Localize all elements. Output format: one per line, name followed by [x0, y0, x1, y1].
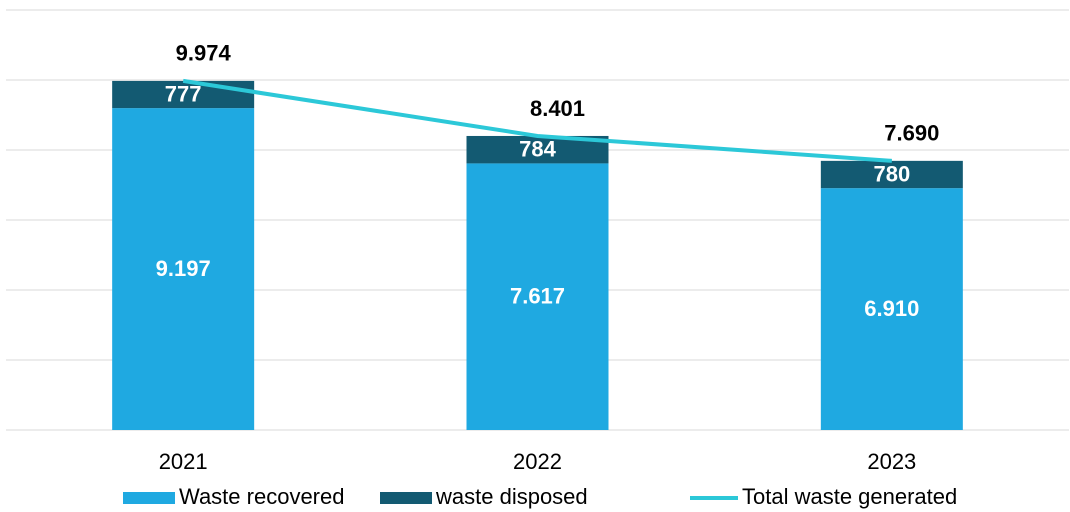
x-tick-label: 2022 [513, 449, 562, 474]
legend-swatch [380, 492, 432, 504]
bar-segment [466, 163, 609, 430]
total-label: 7.690 [884, 121, 939, 146]
bar-segment [112, 108, 255, 430]
legend-label: Total waste generated [742, 484, 957, 509]
bar-segment [112, 80, 255, 109]
legend-label: Waste recovered [179, 484, 344, 509]
data-label: 784 [519, 136, 556, 161]
legend-label: waste disposed [435, 484, 588, 509]
x-tick-label: 2023 [867, 449, 916, 474]
data-label: 777 [165, 81, 202, 106]
bar-segment [820, 160, 963, 189]
total-label: 8.401 [530, 96, 585, 121]
legend-swatch [123, 492, 175, 504]
line [182, 78, 892, 163]
x-tick-label: 2021 [159, 449, 208, 474]
data-label: 780 [873, 161, 910, 186]
data-label: 6.910 [864, 296, 919, 321]
data-label: 9.197 [156, 256, 211, 281]
total-label: 9.974 [176, 41, 232, 66]
bar-segment [820, 188, 963, 430]
data-label: 7.617 [510, 284, 565, 309]
